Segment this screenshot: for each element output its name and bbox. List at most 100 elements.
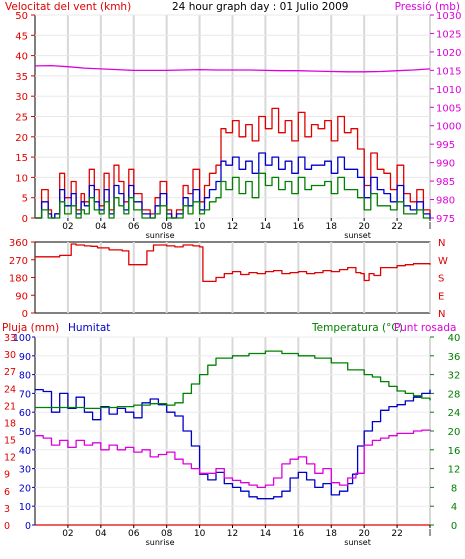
chart1-sunset-label: sunset (344, 231, 371, 240)
chart2-tick-label: 360 (9, 238, 28, 249)
chart3-humidity-tick-label: 50 (19, 427, 31, 438)
chart3-x-tick-label: 16 (293, 529, 305, 539)
chart3-humidity-tick-label: 100 (13, 333, 31, 344)
chart1-x-tick-label: 18 (326, 222, 338, 232)
chart3-series-humidity (35, 388, 431, 500)
chart3-right-tick-label: 40 (448, 333, 461, 344)
chart3-humidity-tick-label: 20 (19, 483, 31, 494)
chart3-rain-tick-label: 15 (4, 436, 16, 447)
chart3-right-tick-label: 28 (448, 389, 461, 400)
chart3-humidity-tick-label: 40 (19, 446, 31, 457)
chart1-right-tick-label: 990 (436, 159, 455, 170)
chart2-tick-label: 0 (22, 309, 28, 320)
chart1-right-tick-label: 975 (436, 214, 455, 225)
chart1-left-tick-label: 15 (15, 153, 28, 164)
chart3-sunrise-label: sunrise (146, 538, 175, 547)
chart1-x-tick-label: 10 (194, 222, 206, 232)
chart1-right-tick-label: 980 (436, 196, 455, 207)
chart2-series-direction (35, 243, 431, 283)
chart3-right-tick-label: 0 (451, 521, 457, 532)
chart1-right-tick-label: 1025 (436, 29, 461, 40)
chart3-rain-tick-label: 18 (4, 418, 16, 429)
chart2-tick-label: 90 (15, 291, 28, 302)
chart3-right-tick-label: 24 (448, 408, 461, 419)
chart1-x-tick-label: 16 (293, 222, 305, 232)
chart1-x-tick-label: 06 (128, 222, 140, 232)
chart2-direction-label: S (438, 274, 444, 285)
chart3-rain-tick-label: 12 (4, 453, 16, 464)
chart3-right-tick-label: 8 (451, 483, 457, 494)
chart3-right-tick-label: 20 (448, 427, 461, 438)
chart3-rain-tick-label: 9 (4, 470, 10, 481)
chart1-left-tick-label: 20 (15, 133, 28, 144)
chart3-x-tick-label: 06 (128, 529, 140, 539)
chart3-sunset-label: sunset (344, 538, 371, 547)
chart1-left-tick-label: 35 (15, 72, 28, 83)
chart3-rain-tick-label: 33 (4, 333, 16, 344)
chart3-humidity-label: Humitat (68, 322, 110, 334)
chart1-left-tick-label: 50 (15, 11, 28, 22)
chart1-right-tick-label: 1000 (436, 122, 461, 133)
chart3-humidity-tick-label: 60 (19, 408, 31, 419)
chart1-x-tick-label: 08 (161, 222, 173, 232)
chart3-right-tick-label: 4 (451, 502, 457, 513)
chart1-right-tick-label: 1030 (436, 11, 461, 22)
chart3-x-tick-label: 20 (358, 529, 370, 539)
chart1-x-tick-label: 04 (95, 222, 107, 232)
chart1-x-tick-label: 14 (260, 222, 272, 232)
chart3-x-tick-label: 22 (391, 529, 402, 539)
chart3-humidity-tick-label: 0 (25, 521, 31, 532)
chart2-direction-label: N (438, 238, 445, 249)
chart-layer: 0510152025303540455097598098599099510001… (4, 11, 461, 547)
chart3-dewpoint-label: Punt rosada (394, 322, 456, 334)
chart1-left-tick-label: 25 (15, 113, 28, 124)
chart3-rain-tick-label: 27 (4, 367, 16, 378)
chart1-right-tick-label: 1005 (436, 103, 461, 114)
chart3-x-tick-label: 02 (62, 529, 73, 539)
chart3-rain-tick-label: 21 (4, 401, 16, 412)
chart3-humidity-tick-label: 10 (19, 502, 31, 513)
chart1-right-axis-label: Pressió (mb) (395, 1, 460, 13)
chart3-right-tick-label: 36 (448, 352, 461, 363)
chart2-direction-label: N (438, 309, 445, 320)
chart1-series-gust (35, 107, 431, 219)
chart1-left-axis-label: Velocitat del vent (kmh) (5, 1, 131, 13)
chart2-tick-label: 270 (9, 256, 28, 267)
chart3-series-temperature (35, 350, 431, 410)
chart3-x-tick-label: 14 (260, 529, 272, 539)
chart1-x-tick-label: 22 (391, 222, 402, 232)
chart3-x-tick-label: 08 (161, 529, 173, 539)
chart1-right-tick-label: 1015 (436, 66, 461, 77)
chart2-tick-label: 180 (9, 274, 28, 285)
chart1-x-tick-label: l (429, 222, 432, 232)
chart1-right-tick-label: 995 (436, 140, 455, 151)
chart1-left-tick-label: 45 (15, 31, 28, 42)
chart2-direction-label: E (438, 291, 444, 302)
chart1-x-tick-label: 12 (227, 222, 238, 232)
chart3-right-tick-label: 12 (448, 465, 461, 476)
chart1-right-tick-label: 1020 (436, 48, 461, 59)
chart3-right-tick-label: 32 (448, 371, 461, 382)
chart2-direction-label: W (438, 256, 448, 267)
chart3-rain-tick-label: 3 (4, 504, 10, 515)
chart1-left-tick-label: 0 (22, 214, 28, 225)
chart3-rain-tick-label: 24 (4, 384, 16, 395)
chart3-x-tick-label: 12 (227, 529, 238, 539)
chart3-x-tick-label: l (429, 529, 432, 539)
chart1-series-wind (35, 152, 431, 219)
chart1-series-avg (35, 172, 430, 219)
chart1-left-tick-label: 30 (15, 92, 28, 103)
chart1-right-tick-label: 1010 (436, 85, 461, 96)
chart3-temperature-label: Temperatura (°C) (311, 322, 403, 334)
chart1-left-tick-label: 10 (15, 173, 28, 184)
chart3-series-dewpoint (35, 429, 431, 489)
chart1-left-tick-label: 5 (22, 194, 28, 205)
chart3-rain-tick-label: 30 (4, 350, 16, 361)
chart3-right-tick-label: 16 (448, 446, 461, 457)
chart3-x-tick-label: 10 (194, 529, 206, 539)
chart1-x-tick-label: 02 (62, 222, 73, 232)
chart3-rain-tick-label: 0 (4, 521, 10, 532)
chart3-x-tick-label: 04 (95, 529, 107, 539)
